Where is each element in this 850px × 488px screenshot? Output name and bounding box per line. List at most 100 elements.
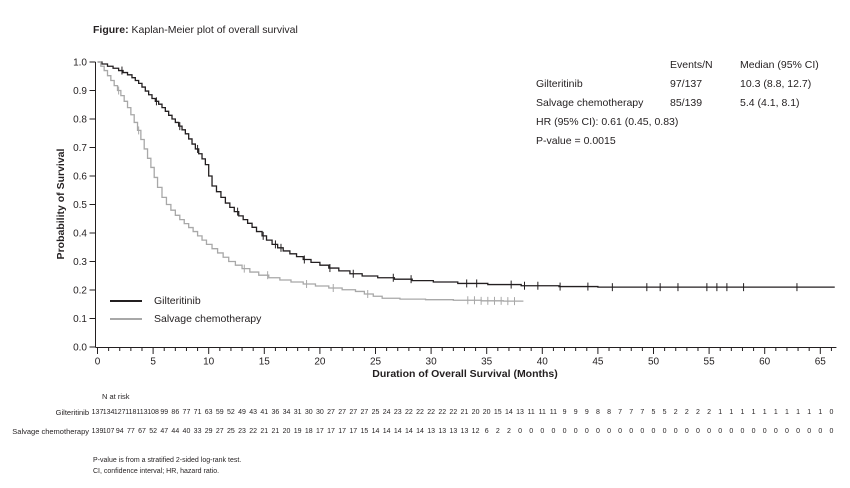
- legend-item-salvage-chemotherapy: Salvage chemotherapy: [110, 310, 261, 328]
- at-risk-value: 47: [160, 428, 169, 435]
- legend-line-swatch: [110, 318, 142, 320]
- at-risk-value: 27: [360, 409, 369, 416]
- at-risk-value: 113: [136, 409, 148, 416]
- at-risk-value: 22: [449, 409, 458, 416]
- p-value-text: P-value = 0.0015: [536, 135, 616, 147]
- x-tick-label: 0: [95, 357, 101, 368]
- at-risk-value: 40: [182, 428, 191, 435]
- at-risk-value: 77: [182, 409, 191, 416]
- at-risk-values-salvage: 139 107 94 77 67 52 47 44 40 33 29 27 25 23 22 21 21 20 19…: [0, 427, 850, 439]
- at-risk-value: 22: [427, 409, 435, 416]
- x-tick-label: 5: [150, 357, 156, 368]
- stats-row-events: 85/139: [670, 97, 703, 109]
- at-risk-value: 24: [382, 409, 391, 416]
- stats-header-spacer: [536, 56, 670, 75]
- at-risk-value: 67: [138, 428, 146, 435]
- at-risk-value: 13: [438, 428, 447, 435]
- at-risk-value: 17: [315, 428, 324, 435]
- at-risk-value: 0: [651, 428, 656, 435]
- x-tick-label: 20: [314, 357, 326, 368]
- at-risk-value: 63: [204, 409, 213, 416]
- at-risk-value: 1: [784, 409, 789, 416]
- at-risk-value: 17: [349, 428, 358, 435]
- at-risk-value: 7: [618, 409, 623, 416]
- summary-stats-block: Events/N Median (95% CI) Gilteritinib 97…: [536, 56, 850, 151]
- stats-row-label: Gilteritinib: [536, 78, 583, 90]
- at-risk-value: 139: [91, 428, 104, 435]
- at-risk-value: 11: [549, 409, 558, 416]
- at-risk-value: 25: [371, 409, 380, 416]
- at-risk-value: 0: [618, 428, 623, 435]
- at-risk-value: 108: [147, 409, 159, 416]
- at-risk-value: 107: [102, 428, 115, 435]
- y-tick-label: 0.1: [73, 314, 87, 325]
- y-tick-label: 1.0: [73, 58, 87, 69]
- at-risk-value: 77: [126, 428, 135, 435]
- stats-col-median-header: Median (95% CI): [740, 59, 819, 71]
- at-risk-value: 33: [193, 428, 202, 435]
- at-risk-value: 5: [651, 409, 656, 416]
- at-risk-value: 22: [438, 409, 447, 416]
- at-risk-value: 0: [751, 428, 756, 435]
- legend-item-gilteritinib: Gilteritinib: [110, 292, 261, 310]
- y-tick-label: 0.3: [73, 257, 87, 268]
- at-risk-value: 11: [538, 409, 546, 416]
- at-risk-value: 0: [807, 428, 812, 435]
- at-risk-value: 0: [829, 409, 834, 416]
- at-risk-value: 14: [382, 428, 391, 435]
- at-risk-value: 0: [796, 428, 800, 435]
- at-risk-value: 49: [238, 409, 246, 416]
- at-risk-value: 13: [516, 409, 524, 416]
- at-risk-value: 13: [449, 428, 458, 435]
- at-risk-value: 0: [696, 428, 700, 435]
- at-risk-value: 0: [573, 428, 578, 435]
- at-risk-value: 1: [718, 409, 723, 416]
- at-risk-value: 2: [696, 409, 700, 416]
- figure-title-prefix: Figure:: [93, 24, 129, 36]
- km-plot-area: 0.0 0.1 0.2 0.3 0.4 0.5 0.6 0.7 0.8 0.9 1.0 0 5 10 15 2…: [73, 58, 837, 368]
- at-risk-value: 0: [829, 428, 834, 435]
- at-risk-value: 0: [540, 428, 545, 435]
- stats-row-median: 10.3 (8.8, 12.7): [740, 78, 812, 90]
- at-risk-value: 127: [113, 409, 126, 416]
- at-risk-value: 99: [160, 409, 169, 416]
- at-risk-values-gilteritinib: 137 134 127 118 113 108 99 86 77 71 63 59 52 49 43 41 36…: [0, 408, 850, 420]
- at-risk-value: 59: [215, 409, 224, 416]
- x-tick-label: 65: [815, 357, 827, 368]
- at-risk-value: 0: [718, 428, 723, 435]
- at-risk-value: 34: [282, 409, 291, 416]
- at-risk-value: 27: [327, 409, 335, 416]
- x-tick-label: 55: [704, 357, 716, 368]
- at-risk-value: 8: [595, 409, 600, 416]
- at-risk-value: 14: [505, 409, 513, 416]
- at-risk-value: 13: [460, 428, 469, 435]
- at-risk-value: 71: [193, 409, 202, 416]
- hazard-ratio-text: HR (95% CI): 0.61 (0.45, 0.83): [536, 116, 679, 128]
- footnote-line: CI, confidence interval; HR, hazard rati…: [93, 468, 220, 475]
- at-risk-value: 1: [796, 409, 800, 416]
- figure-title-text: Kaplan-Meier plot of overall survival: [128, 24, 298, 36]
- x-tick-label: 50: [648, 357, 660, 368]
- km-curve-gilteritinib: [97, 61, 835, 288]
- at-risk-value: 52: [149, 428, 157, 435]
- x-tick-label: 35: [481, 357, 493, 368]
- at-risk-value: 0: [684, 428, 689, 435]
- at-risk-value: 1: [729, 409, 734, 416]
- at-risk-value: 86: [171, 409, 180, 416]
- at-risk-value: 0: [562, 428, 567, 435]
- at-risk-value: 94: [115, 428, 124, 435]
- at-risk-value: 0: [518, 428, 522, 435]
- at-risk-row-label-salvage: Salvage chemotherapy: [12, 427, 89, 436]
- at-risk-value: 0: [818, 428, 823, 435]
- at-risk-value: 21: [271, 428, 280, 435]
- x-tick-label: 45: [592, 357, 604, 368]
- at-risk-value: 15: [493, 409, 502, 416]
- at-risk-value: 8: [607, 409, 611, 416]
- at-risk-value: 0: [740, 428, 745, 435]
- at-risk-value: 20: [471, 409, 480, 416]
- at-risk-value: 41: [260, 409, 269, 416]
- y-tick-label: 0.4: [73, 229, 87, 240]
- x-tick-label: 10: [203, 357, 215, 368]
- y-tick-label: 0.5: [73, 200, 87, 211]
